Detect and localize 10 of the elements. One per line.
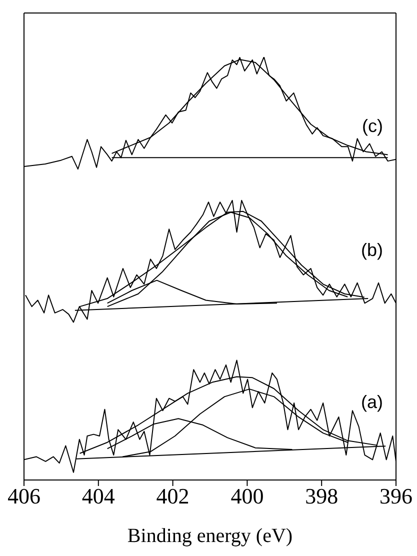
x-tick-label: 400 [230, 484, 264, 509]
x-tick-label: 406 [8, 484, 40, 509]
annotation: (b) [361, 240, 383, 261]
x-tick-label: 398 [305, 484, 338, 509]
annotation: (a) [361, 392, 383, 413]
x-tick-label: 402 [156, 484, 190, 509]
annotation: (c) [362, 116, 383, 137]
x-tick-label: 404 [82, 484, 115, 509]
x-axis-title: Binding energy (eV) [127, 525, 293, 547]
x-tick-label: 396 [380, 484, 412, 509]
